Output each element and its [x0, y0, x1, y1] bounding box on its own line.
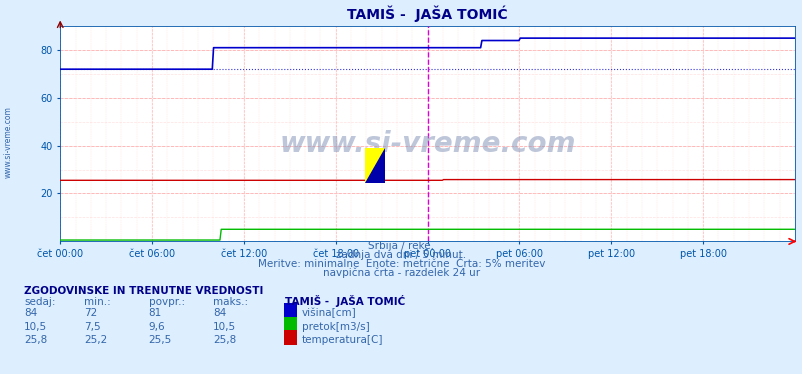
Text: ZGODOVINSKE IN TRENUTNE VREDNOSTI: ZGODOVINSKE IN TRENUTNE VREDNOSTI	[24, 286, 263, 295]
Text: 72: 72	[84, 308, 98, 318]
Text: 10,5: 10,5	[24, 322, 47, 332]
Text: temperatura[C]: temperatura[C]	[302, 335, 383, 345]
Text: 10,5: 10,5	[213, 322, 236, 332]
Text: 25,5: 25,5	[148, 335, 172, 345]
Text: povpr.:: povpr.:	[148, 297, 184, 307]
Polygon shape	[365, 148, 385, 183]
Text: www.si-vreme.com: www.si-vreme.com	[3, 106, 13, 178]
Text: zadnja dva dni / 5 minut.: zadnja dva dni / 5 minut.	[336, 250, 466, 260]
Text: Meritve: minimalne  Enote: metrične  Črta: 5% meritev: Meritve: minimalne Enote: metrične Črta:…	[257, 260, 545, 269]
Text: 25,8: 25,8	[24, 335, 47, 345]
Polygon shape	[365, 148, 385, 183]
Text: 25,2: 25,2	[84, 335, 107, 345]
Text: Srbija / reke.: Srbija / reke.	[368, 241, 434, 251]
Text: min.:: min.:	[84, 297, 111, 307]
Text: www.si-vreme.com: www.si-vreme.com	[279, 131, 575, 159]
Text: maks.:: maks.:	[213, 297, 248, 307]
Text: TAMIŠ -  JAŠA TOMIĆ: TAMIŠ - JAŠA TOMIĆ	[285, 295, 405, 307]
Text: navpična črta - razdelek 24 ur: navpična črta - razdelek 24 ur	[322, 267, 480, 278]
Text: 81: 81	[148, 308, 162, 318]
Text: sedaj:: sedaj:	[24, 297, 55, 307]
Title: TAMIŠ -  JAŠA TOMIĆ: TAMIŠ - JAŠA TOMIĆ	[346, 6, 508, 22]
Text: 9,6: 9,6	[148, 322, 165, 332]
Text: 84: 84	[213, 308, 226, 318]
Text: pretok[m3/s]: pretok[m3/s]	[302, 322, 369, 332]
Text: 7,5: 7,5	[84, 322, 101, 332]
Text: 84: 84	[24, 308, 38, 318]
Text: 25,8: 25,8	[213, 335, 236, 345]
Text: višina[cm]: višina[cm]	[302, 308, 356, 318]
